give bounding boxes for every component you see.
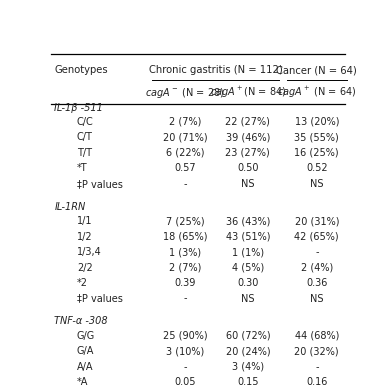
Text: TNF-α -308: TNF-α -308	[54, 317, 108, 327]
Text: -: -	[183, 294, 187, 303]
Text: NS: NS	[241, 179, 255, 189]
Text: 42 (65%): 42 (65%)	[295, 231, 339, 241]
Text: *A: *A	[77, 377, 88, 387]
Text: -: -	[183, 362, 187, 372]
Text: 0.15: 0.15	[237, 377, 259, 387]
Text: 0.57: 0.57	[174, 163, 196, 173]
Text: 1 (1%): 1 (1%)	[232, 247, 264, 257]
Text: *2: *2	[77, 278, 88, 288]
Text: A/A: A/A	[77, 362, 93, 372]
Text: 0.52: 0.52	[306, 163, 328, 173]
Text: 0.39: 0.39	[174, 278, 195, 288]
Text: NS: NS	[241, 294, 255, 303]
Text: 18 (65%): 18 (65%)	[163, 231, 207, 241]
Text: 3 (10%): 3 (10%)	[166, 346, 204, 356]
Text: $\mathit{cagA}^+$(N = 84): $\mathit{cagA}^+$(N = 84)	[210, 85, 286, 100]
Text: -: -	[315, 247, 319, 257]
Text: 2 (4%): 2 (4%)	[301, 262, 333, 272]
Text: $\mathit{cagA}^+$ (N = 64): $\mathit{cagA}^+$ (N = 64)	[277, 85, 356, 100]
Text: 60 (72%): 60 (72%)	[226, 331, 270, 341]
Text: T/T: T/T	[77, 148, 92, 158]
Text: 22 (27%): 22 (27%)	[225, 117, 270, 127]
Text: 1/2: 1/2	[77, 231, 92, 241]
Text: 3 (4%): 3 (4%)	[232, 362, 264, 372]
Text: 0.50: 0.50	[237, 163, 259, 173]
Text: 20 (32%): 20 (32%)	[295, 346, 339, 356]
Text: C/C: C/C	[77, 117, 94, 127]
Text: 0.36: 0.36	[306, 278, 327, 288]
Text: C/T: C/T	[77, 132, 93, 142]
Text: 39 (46%): 39 (46%)	[226, 132, 270, 142]
Text: NS: NS	[310, 179, 324, 189]
Text: -: -	[315, 362, 319, 372]
Text: -: -	[183, 179, 187, 189]
Text: 20 (71%): 20 (71%)	[163, 132, 207, 142]
Text: 1 (3%): 1 (3%)	[169, 247, 201, 257]
Text: ‡P values: ‡P values	[77, 294, 123, 303]
Text: 0.05: 0.05	[174, 377, 195, 387]
Text: Chronic gastritis (N = 112): Chronic gastritis (N = 112)	[149, 65, 283, 75]
Text: Cancer (N = 64): Cancer (N = 64)	[276, 65, 357, 75]
Text: *T: *T	[77, 163, 87, 173]
Text: $\mathit{cagA}^-$ (N = 28): $\mathit{cagA}^-$ (N = 28)	[145, 86, 224, 99]
Text: 6 (22%): 6 (22%)	[166, 148, 204, 158]
Text: 23 (27%): 23 (27%)	[226, 148, 270, 158]
Text: 36 (43%): 36 (43%)	[226, 216, 270, 226]
Text: 20 (24%): 20 (24%)	[226, 346, 270, 356]
Text: 2 (7%): 2 (7%)	[169, 262, 201, 272]
Text: 13 (20%): 13 (20%)	[295, 117, 339, 127]
Text: Genotypes: Genotypes	[54, 65, 108, 75]
Text: NS: NS	[310, 294, 324, 303]
Text: 25 (90%): 25 (90%)	[163, 331, 207, 341]
Text: G/A: G/A	[77, 346, 94, 356]
Text: 43 (51%): 43 (51%)	[226, 231, 270, 241]
Text: 20 (31%): 20 (31%)	[295, 216, 339, 226]
Text: 4 (5%): 4 (5%)	[232, 262, 264, 272]
Text: 7 (25%): 7 (25%)	[166, 216, 204, 226]
Text: 16 (25%): 16 (25%)	[295, 148, 339, 158]
Text: ‡P values: ‡P values	[77, 179, 123, 189]
Text: 1/1: 1/1	[77, 216, 92, 226]
Text: 1/3,4: 1/3,4	[77, 247, 102, 257]
Text: 35 (55%): 35 (55%)	[295, 132, 339, 142]
Text: IL-1β -511: IL-1β -511	[54, 103, 103, 113]
Text: 0.16: 0.16	[306, 377, 327, 387]
Text: 2/2: 2/2	[77, 262, 92, 272]
Text: 2 (7%): 2 (7%)	[169, 117, 201, 127]
Text: IL-1RN: IL-1RN	[54, 202, 86, 212]
Text: G/G: G/G	[77, 331, 95, 341]
Text: 44 (68%): 44 (68%)	[295, 331, 339, 341]
Text: 0.30: 0.30	[237, 278, 259, 288]
